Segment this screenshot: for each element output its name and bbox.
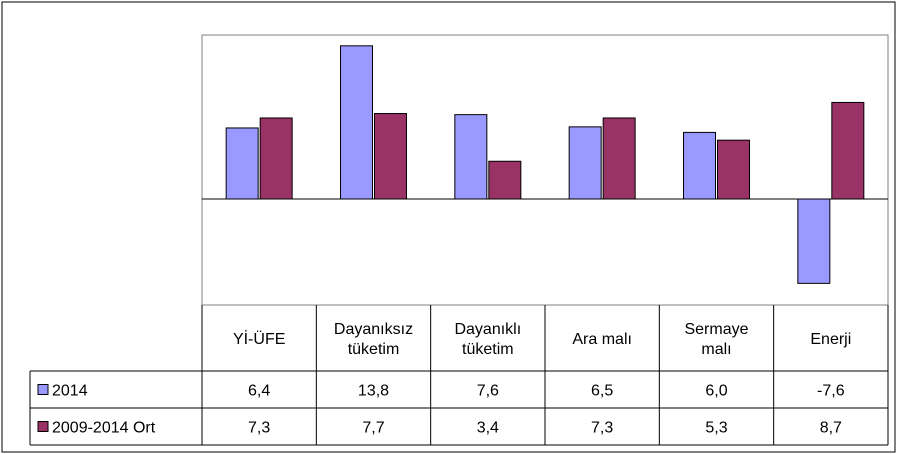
value-label-series-1-yi--üfe: 6,4 <box>248 383 270 400</box>
bar-series-1-ara-malı <box>568 126 602 200</box>
bar-series-1-enerji <box>797 198 831 284</box>
value-label-series-1-sermaye-malı: 6,0 <box>705 383 727 400</box>
category-label-dayanıksız-tüketim-line-2: tüketim <box>348 341 400 358</box>
bar-series-2-yi--üfe <box>259 117 293 200</box>
value-label-series-2-yi--üfe: 7,3 <box>248 420 270 437</box>
bars <box>225 45 865 284</box>
value-label-series-1-enerji: -7,6 <box>817 383 845 400</box>
value-label-series-2-sermaye-malı: 5,3 <box>705 420 727 437</box>
bar-series-2-dayanıklı-tüketim <box>488 160 522 200</box>
bar-series-2-sermaye-malı <box>717 139 750 200</box>
value-label-series-2-ara-malı: 7,3 <box>591 420 613 437</box>
plot-area <box>201 34 889 306</box>
bar-series-2-enerji <box>831 101 865 200</box>
data-table: Yİ-ÜFE Dayanıksız tüketim Dayanıklı tüketim A… <box>29 305 889 446</box>
legend-swatch-series-2 <box>37 421 49 432</box>
category-label-dayanıklı-tüketim-line-1: Dayanıklı <box>454 321 521 338</box>
bar-series-2-ara-malı <box>602 117 636 200</box>
bar-series-1-dayanıklı-tüketim <box>454 114 488 200</box>
category-label-dayanıksız-tüketim-line-1: Dayanıksız <box>334 321 413 338</box>
value-label-series-1-ara-malı: 6,5 <box>591 383 613 400</box>
legend-swatch-series-1 <box>37 384 49 395</box>
value-label-series-2-dayanıksız-tüketim: 7,7 <box>362 420 384 437</box>
category-label-sermaye-malı-line-1: Sermaye <box>684 321 748 338</box>
bar-series-1-sermaye-malı <box>683 131 716 200</box>
bar-series-2-dayanıksız-tüketim <box>374 113 407 200</box>
bar-series-1-dayanıksız-tüketim <box>340 45 373 200</box>
category-label-ara-malı: Ara malı <box>572 331 632 348</box>
value-label-series-1-dayanıklı-tüketim: 7,6 <box>477 383 499 400</box>
legend-label-series-1: 2014 <box>52 383 88 400</box>
category-label-enerji: Enerji <box>810 331 851 348</box>
value-label-series-2-enerji: 8,7 <box>820 420 842 437</box>
legend-label-series-2: 2009-2014 Ort <box>52 420 156 437</box>
bar-series-1-yi--üfe <box>225 127 259 200</box>
category-label-sermaye-malı-line-2: malı <box>701 341 731 358</box>
value-label-series-2-dayanıklı-tüketim: 3,4 <box>477 420 499 437</box>
value-label-series-1-dayanıksız-tüketim: 13,8 <box>358 383 389 400</box>
category-label-dayanıklı-tüketim-line-2: tüketim <box>462 341 514 358</box>
category-label-yi--üfe: Yİ-ÜFE <box>233 329 285 348</box>
